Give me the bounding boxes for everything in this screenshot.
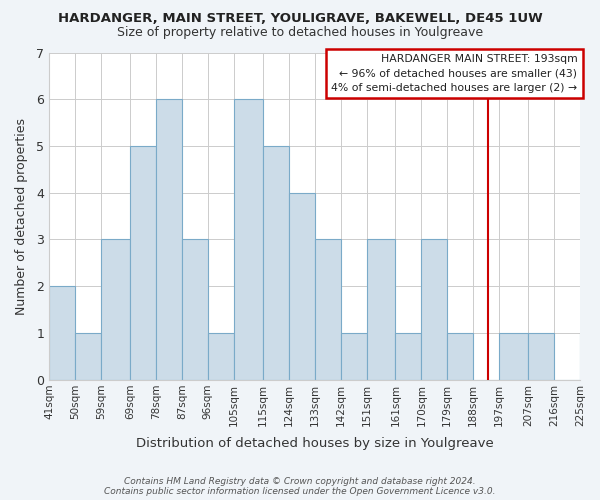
Bar [289, 192, 314, 380]
X-axis label: Distribution of detached houses by size in Youlgreave: Distribution of detached houses by size … [136, 437, 493, 450]
Bar [101, 240, 130, 380]
Bar [528, 333, 554, 380]
Bar [395, 333, 421, 380]
Text: Contains public sector information licensed under the Open Government Licence v3: Contains public sector information licen… [104, 487, 496, 496]
Text: Contains HM Land Registry data © Crown copyright and database right 2024.: Contains HM Land Registry data © Crown c… [124, 477, 476, 486]
Bar [234, 99, 263, 380]
Y-axis label: Number of detached properties: Number of detached properties [15, 118, 28, 314]
Bar [182, 240, 208, 380]
Text: HARDANGER, MAIN STREET, YOULIGRAVE, BAKEWELL, DE45 1UW: HARDANGER, MAIN STREET, YOULIGRAVE, BAKE… [58, 12, 542, 26]
Text: HARDANGER MAIN STREET: 193sqm
← 96% of detached houses are smaller (43)
4% of se: HARDANGER MAIN STREET: 193sqm ← 96% of d… [331, 54, 577, 93]
Bar [580, 333, 600, 380]
Bar [156, 99, 182, 380]
Bar [447, 333, 473, 380]
Bar [314, 240, 341, 380]
Bar [421, 240, 447, 380]
Bar [499, 333, 528, 380]
Bar [208, 333, 234, 380]
Bar [341, 333, 367, 380]
Text: Size of property relative to detached houses in Youlgreave: Size of property relative to detached ho… [117, 26, 483, 39]
Bar [263, 146, 289, 380]
Bar [49, 286, 75, 380]
Bar [75, 333, 101, 380]
Bar [367, 240, 395, 380]
Bar [130, 146, 156, 380]
